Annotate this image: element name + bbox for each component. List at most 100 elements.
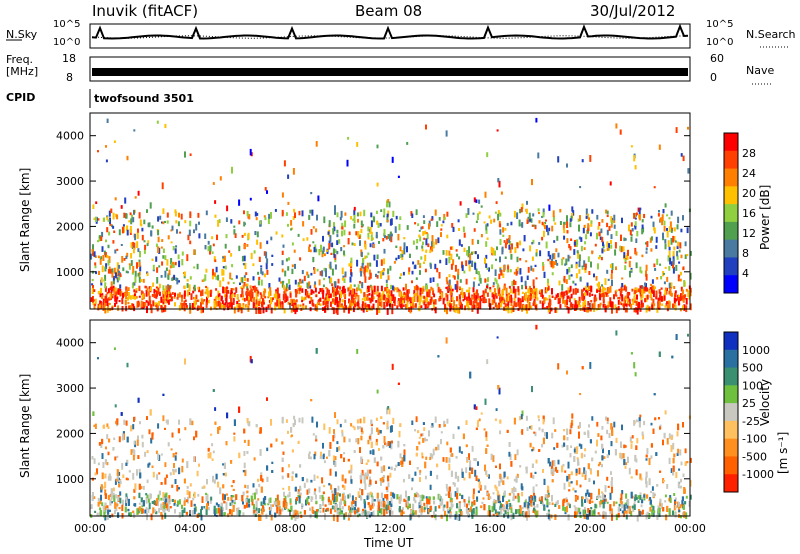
heatmap-cell: [112, 275, 115, 282]
heatmap-cell: [114, 295, 117, 302]
heatmap-cell: [402, 511, 405, 514]
heatmap-cell: [593, 480, 595, 485]
heatmap-cell: [343, 253, 346, 257]
heatmap-cell: [169, 293, 172, 298]
heatmap-cell: [673, 286, 676, 289]
heatmap-cell: [549, 254, 552, 260]
heatmap-cell: [672, 266, 675, 274]
heatmap-cell: [650, 422, 653, 426]
heatmap-cell: [466, 289, 468, 293]
heatmap-cell: [627, 297, 630, 300]
heatmap-cell: [609, 301, 612, 306]
heatmap-cell: [448, 463, 451, 471]
heatmap-cell: [448, 250, 451, 256]
heatmap-cell: [215, 301, 218, 307]
heatmap-cell: [157, 287, 160, 295]
heatmap-cell: [432, 496, 435, 500]
heatmap-cell: [463, 270, 466, 274]
heatmap-cell: [379, 223, 382, 227]
heatmap-cell: [181, 466, 184, 473]
heatmap-cell: [492, 306, 495, 310]
heatmap-cell: [186, 279, 189, 282]
heatmap-cell: [314, 488, 317, 492]
heatmap-cell: [615, 266, 617, 271]
heatmap-cell: [655, 245, 658, 249]
heatmap-cell: [405, 283, 407, 291]
heatmap-cell: [313, 284, 316, 288]
heatmap-cell: [213, 301, 216, 307]
heatmap-cell: [137, 273, 140, 277]
heatmap-cell: [319, 271, 322, 276]
heatmap-cell: [564, 470, 567, 473]
heatmap-cell: [633, 308, 636, 313]
heatmap-cell: [331, 298, 334, 303]
heatmap-cell: [587, 430, 590, 436]
heatmap-cell: [423, 261, 425, 264]
heatmap-cell: [232, 281, 235, 284]
heatmap-cell: [126, 362, 129, 368]
heatmap-cell: [529, 442, 532, 448]
heatmap-cell: [546, 298, 549, 301]
heatmap-cell: [437, 237, 440, 244]
heatmap-cell: [666, 483, 669, 489]
heatmap-cell: [158, 472, 161, 475]
heatmap-cell: [565, 279, 568, 284]
heatmap-cell: [666, 301, 668, 305]
heatmap-cell: [227, 496, 230, 501]
heatmap-cell: [473, 293, 476, 299]
heatmap-cell: [319, 495, 322, 500]
heatmap-cell: [292, 298, 295, 304]
heatmap-cell: [101, 231, 104, 238]
heatmap-cell: [434, 416, 437, 423]
heatmap-cell: [606, 429, 609, 435]
heatmap-cell: [295, 299, 298, 303]
heatmap-cell: [613, 218, 616, 224]
heatmap-cell: [268, 291, 271, 297]
heatmap-cell: [346, 307, 349, 310]
heatmap-cell: [447, 303, 450, 307]
heatmap-cell: [458, 288, 461, 291]
heatmap-cell: [315, 509, 318, 514]
heatmap-cell: [684, 294, 687, 298]
heatmap-cell: [646, 304, 649, 311]
heatmap-cell: [107, 451, 110, 456]
heatmap-cell: [326, 294, 329, 299]
heatmap-cell: [322, 499, 325, 506]
heatmap-cell: [171, 292, 174, 295]
heatmap-cell: [287, 301, 290, 305]
heatmap-cell: [353, 243, 356, 246]
heatmap-cell: [185, 499, 188, 503]
heatmap-cell: [563, 222, 566, 225]
heatmap-cell: [116, 418, 119, 425]
heatmap-cell: [451, 223, 454, 228]
heatmap-cell: [623, 297, 626, 304]
heatmap-cell: [414, 264, 417, 269]
heatmap-cell: [630, 145, 633, 148]
heatmap-cell: [103, 217, 106, 222]
heatmap-cell: [130, 242, 133, 248]
heatmap-cell: [585, 234, 588, 240]
heatmap-cell: [493, 296, 496, 304]
heatmap-cell: [499, 238, 502, 245]
heatmap-cell: [349, 305, 352, 310]
heatmap-cell: [589, 155, 592, 162]
heatmap-cell: [314, 451, 317, 456]
heatmap-cell: [415, 209, 418, 216]
heatmap-cell: [412, 240, 415, 245]
heatmap-cell: [132, 266, 135, 273]
heatmap-cell: [574, 304, 576, 311]
heatmap-cell: [463, 232, 466, 238]
heatmap-cell: [529, 219, 532, 222]
heatmap-cell: [480, 412, 483, 415]
heatmap-cell: [385, 279, 388, 283]
heatmap-cell: [244, 484, 247, 489]
heatmap-cell: [682, 512, 684, 517]
heatmap-cell: [583, 224, 586, 228]
heatmap-cell: [668, 265, 671, 271]
heatmap-cell: [561, 291, 564, 296]
heatmap-cell: [334, 259, 337, 263]
heatmap-cell: [445, 250, 448, 256]
heatmap-cell: [597, 256, 600, 260]
heatmap-cell: [400, 303, 402, 308]
heatmap-cell: [635, 262, 638, 269]
